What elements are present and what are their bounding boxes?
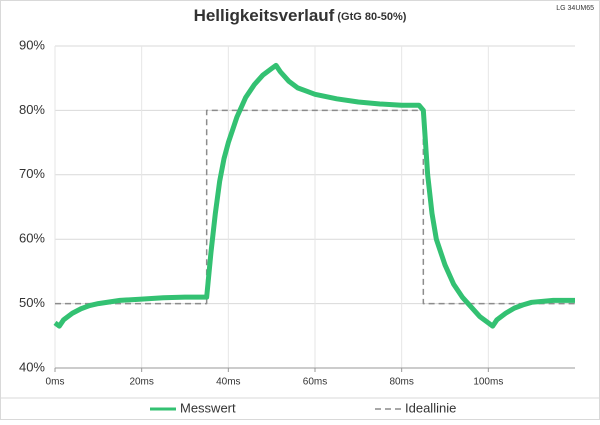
x-tick-label: 40ms (216, 377, 240, 388)
y-tick-label: 90% (19, 37, 45, 52)
x-tick-label: 60ms (303, 377, 327, 388)
chart-title: Helligkeitsverlauf (GtG 80-50%) (194, 6, 407, 25)
legend-label: Messwert (180, 400, 236, 415)
title: Helligkeitsverlauf (194, 6, 335, 25)
y-tick-label: 70% (19, 166, 45, 181)
x-tick-label: 80ms (389, 377, 413, 388)
series-line (53, 62, 575, 329)
x-tick-label: 100ms (473, 377, 503, 388)
y-tick-label: 40% (19, 359, 45, 374)
note: LG 34UM65 (556, 5, 594, 12)
series-line (55, 109, 575, 305)
x-tick-label: 20ms (129, 377, 153, 388)
y-tick-label: 60% (19, 231, 45, 246)
x-tick-label: 0ms (46, 377, 65, 388)
y-tick-label: 50% (19, 295, 45, 310)
subtitle: (GtG 80-50%) (337, 11, 406, 23)
legend-label: Ideallinie (405, 400, 456, 415)
y-tick-label: 80% (19, 102, 45, 117)
